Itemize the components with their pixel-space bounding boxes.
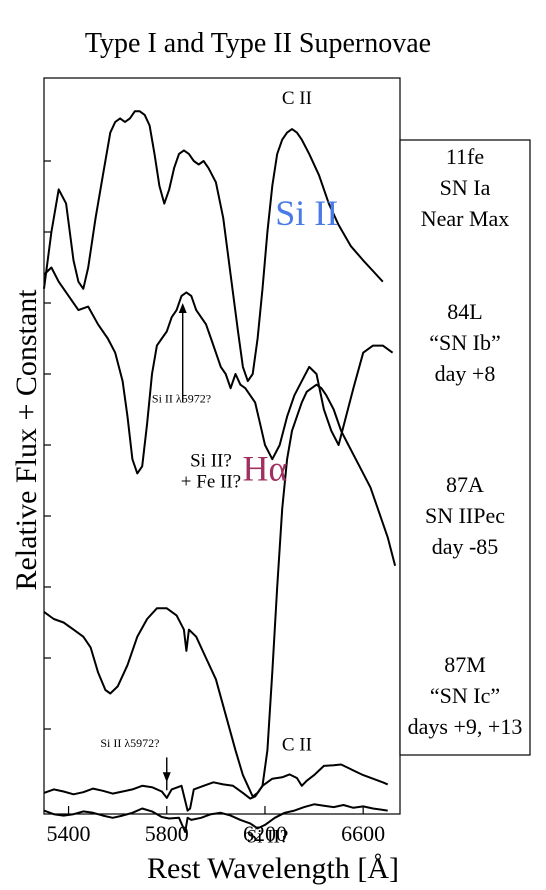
annotation-label: Si II λ5972?: [100, 736, 159, 750]
annotation-label: Si II?: [190, 450, 232, 471]
spectrum-line-1: [43, 110, 384, 383]
arrow-group: [162, 303, 187, 791]
legend-panel: [399, 139, 531, 756]
annotation-label: C II: [282, 734, 312, 755]
legend-entry-line: SN IIPec: [425, 503, 505, 528]
annotation-label: Si II λ5972?: [152, 391, 211, 405]
spectrum-line-4: [43, 763, 389, 812]
legend-entry-line: day -85: [432, 534, 499, 559]
legend-entry-line: days +9, +13: [408, 714, 523, 739]
legend-entry-line: 11fe: [446, 144, 484, 169]
x-axis-label: Rest Wavelength [Å]: [147, 852, 399, 885]
legend-entry-line: 87A: [446, 472, 484, 497]
legend-group: 11fe SN Ia Near Max 84L “SN Ib” day +8 87A SN I…: [408, 144, 523, 739]
spectrum-line-3: [43, 383, 397, 798]
legend-entry-line: Near Max: [421, 206, 510, 231]
x-tick-group: 5400 5800 6200 6600: [47, 806, 385, 846]
annotation-label: Si II?: [247, 827, 289, 848]
legend-entry-line: SN Ia: [440, 175, 491, 200]
annotation-arrow-head: [178, 303, 187, 313]
legend-entry-line: “SN Ib”: [429, 330, 500, 355]
y-axis-label: Relative Flux + Constant: [10, 289, 43, 591]
annotation-label: + Fe II?: [181, 472, 241, 493]
chart-title: Type I and Type II Supernovae: [85, 28, 431, 59]
legend-entry-line: 84L: [447, 299, 482, 324]
y-tick-group: [44, 160, 51, 730]
annotation-label: C II: [282, 88, 312, 109]
legend-entry-line: 87M: [444, 652, 486, 677]
spectrum-line-5: [43, 803, 388, 833]
spectrum-line-2: [43, 266, 394, 475]
annotation-arrow-head: [162, 772, 171, 783]
spectra-group: [43, 110, 397, 833]
legend-entry-line: day +8: [435, 361, 496, 386]
x-tick-label: 5400: [47, 821, 91, 846]
annotation-label: Hα: [243, 449, 288, 489]
x-tick-label: 6600: [341, 821, 385, 846]
legend-entry-line: “SN Ic”: [430, 683, 500, 708]
annotation-label: Si II: [275, 193, 338, 233]
